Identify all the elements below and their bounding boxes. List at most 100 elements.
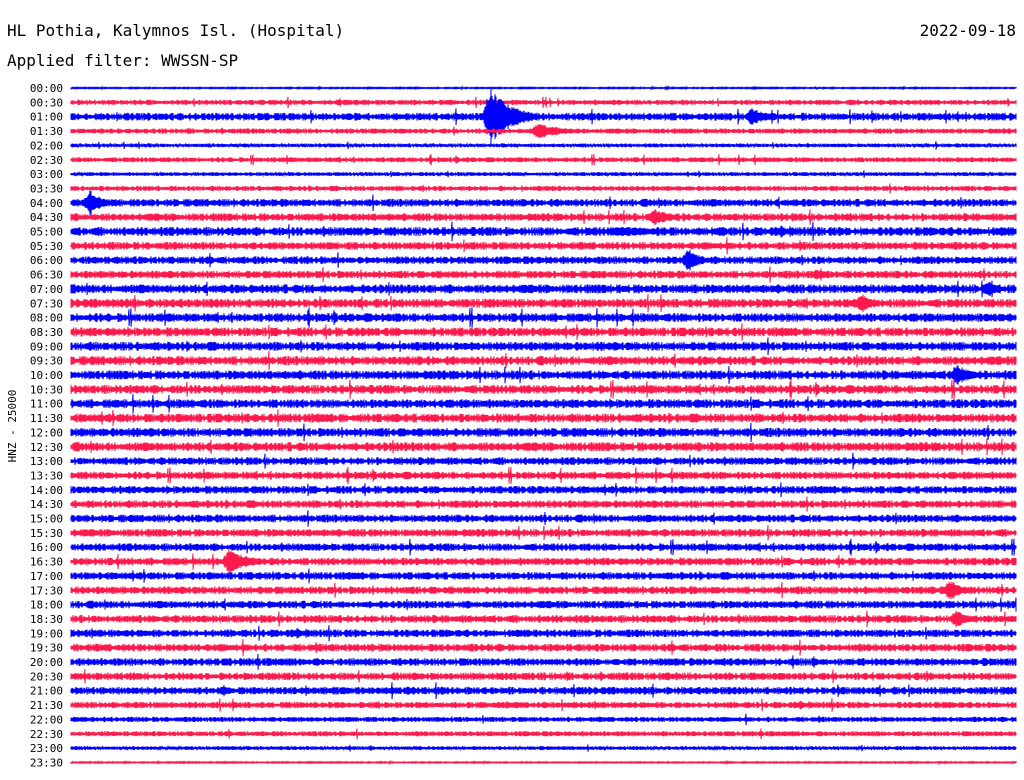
time-label: 09:30 — [30, 355, 63, 368]
time-label: 21:30 — [30, 699, 63, 712]
seismic-trace — [70, 744, 1017, 752]
filter-label: Applied filter: WWSSN-SP — [7, 51, 238, 70]
time-label: 10:00 — [30, 369, 63, 382]
time-label: 17:00 — [30, 570, 63, 583]
seismic-trace — [70, 466, 1017, 485]
time-label: 08:00 — [30, 312, 63, 325]
seismic-trace — [70, 482, 1017, 498]
time-label: 20:30 — [30, 670, 63, 683]
seismic-trace — [70, 525, 1017, 541]
time-label: 11:30 — [30, 412, 63, 425]
station-title: HL Pothia, Kalymnos Isl. (Hospital) — [7, 21, 344, 40]
seismic-trace — [70, 141, 1017, 150]
time-label: 02:30 — [30, 154, 63, 167]
time-label: 03:30 — [30, 182, 63, 195]
seismic-trace — [70, 280, 1017, 298]
time-label: 04:30 — [30, 211, 63, 224]
seismic-trace — [70, 394, 1017, 414]
seismic-trace — [70, 190, 1017, 216]
seismic-trace — [70, 654, 1017, 670]
time-label: 06:00 — [30, 254, 63, 267]
seismic-trace — [70, 379, 1017, 400]
seismic-trace — [70, 759, 1017, 766]
seismic-trace — [70, 84, 1017, 92]
seismic-trace — [70, 209, 1017, 226]
seismic-trace — [70, 89, 1017, 145]
seismic-trace — [70, 221, 1017, 242]
seismic-trace — [70, 625, 1017, 642]
seismic-trace — [70, 452, 1017, 470]
seismic-trace — [70, 549, 1017, 574]
time-label: 00:30 — [30, 96, 63, 109]
seismic-trace — [70, 351, 1017, 371]
seismic-trace — [70, 154, 1017, 166]
time-label: 00:00 — [30, 82, 63, 95]
time-label: 05:30 — [30, 240, 63, 253]
seismic-trace — [70, 323, 1017, 341]
seismic-trace — [70, 249, 1017, 271]
time-label: 19:30 — [30, 642, 63, 655]
time-label: 13:30 — [30, 469, 63, 482]
time-label: 22:30 — [30, 728, 63, 741]
seismic-trace — [70, 610, 1017, 628]
time-label: 04:00 — [30, 197, 63, 210]
time-label: 19:00 — [30, 627, 63, 640]
time-label: 07:30 — [30, 297, 63, 310]
time-label: 01:30 — [30, 125, 63, 138]
seismic-trace — [70, 365, 1017, 385]
seismic-trace — [70, 682, 1017, 700]
seismic-trace — [70, 698, 1017, 712]
time-label: 23:30 — [30, 756, 63, 769]
time-label: 11:00 — [30, 398, 63, 411]
time-label: 12:00 — [30, 426, 63, 439]
time-label: 18:00 — [30, 599, 63, 612]
seismic-trace — [70, 337, 1017, 356]
seismic-trace — [70, 669, 1017, 684]
seismic-trace — [70, 496, 1017, 512]
seismic-trace — [70, 170, 1017, 178]
seismic-trace — [70, 422, 1017, 442]
time-label: 15:00 — [30, 513, 63, 526]
seismic-trace — [70, 307, 1017, 328]
time-label: 12:30 — [30, 441, 63, 454]
time-label: 22:00 — [30, 713, 63, 726]
time-label: 16:30 — [30, 556, 63, 569]
seismic-trace — [70, 728, 1017, 740]
time-label: 23:00 — [30, 742, 63, 755]
seismic-trace — [70, 123, 1017, 139]
seismic-trace — [70, 409, 1017, 427]
time-label: 02:00 — [30, 139, 63, 152]
seismic-trace — [70, 538, 1017, 556]
time-label: 01:00 — [30, 111, 63, 124]
time-label: 18:30 — [30, 613, 63, 626]
time-label: 20:00 — [30, 656, 63, 669]
time-label: 10:30 — [30, 383, 63, 396]
time-label: 16:00 — [30, 541, 63, 554]
seismic-trace — [70, 266, 1017, 283]
seismic-trace — [70, 639, 1017, 657]
time-label: 14:30 — [30, 498, 63, 511]
date-label: 2022-09-18 — [920, 21, 1016, 40]
time-label: 07:00 — [30, 283, 63, 296]
time-label: 03:00 — [30, 168, 63, 181]
seismic-trace — [70, 568, 1017, 584]
seismic-trace — [70, 96, 1017, 109]
seismic-trace — [70, 713, 1017, 726]
y-axis-label: HNZ - 25000 — [6, 390, 19, 463]
time-label: 21:00 — [30, 685, 63, 698]
time-label: 05:00 — [30, 226, 63, 239]
seismic-trace — [70, 237, 1017, 255]
seismic-trace — [70, 183, 1017, 194]
seismic-trace — [70, 510, 1017, 527]
time-label: 14:00 — [30, 484, 63, 497]
time-label: 08:30 — [30, 326, 63, 339]
seismic-trace — [70, 294, 1017, 313]
time-label: 13:00 — [30, 455, 63, 468]
time-label: 09:00 — [30, 340, 63, 353]
seismic-trace — [70, 597, 1017, 612]
time-label: 06:30 — [30, 269, 63, 282]
time-label: 17:30 — [30, 584, 63, 597]
time-label: 15:30 — [30, 527, 63, 540]
